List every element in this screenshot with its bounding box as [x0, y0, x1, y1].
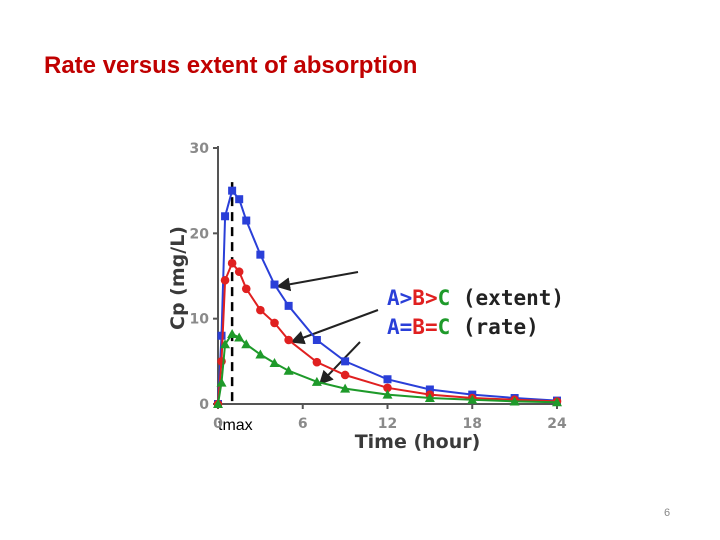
data-point: [220, 339, 231, 349]
data-point: [341, 357, 350, 366]
y-tick-label: 30: [190, 141, 210, 157]
data-point: [270, 318, 279, 328]
data-point: [234, 267, 244, 277]
data-point: [340, 370, 350, 380]
x-tick-label: 6: [298, 416, 308, 432]
y-axis-label: Cp (mg/L): [167, 226, 189, 330]
data-point: [312, 336, 321, 344]
series-group: [213, 186, 562, 409]
labels: 0 10 20 30 0 6 12 18 24 Time (hour) Cp (mg/L): [167, 141, 567, 453]
data-point: [283, 365, 294, 375]
data-point: [552, 397, 562, 407]
data-point: [311, 376, 322, 386]
data-point: [256, 305, 265, 315]
x-axis-label: Time (hour): [355, 431, 481, 453]
series-C-line: [217, 332, 558, 405]
data-point: [269, 358, 280, 368]
data-point: [340, 383, 351, 393]
slide-number: 6: [664, 507, 671, 519]
annotation-rate: A=B=C (rate): [387, 315, 539, 339]
data-point: [227, 258, 237, 268]
series-A: [214, 186, 561, 408]
tmax-label: tmax: [218, 417, 253, 434]
data-point: [227, 329, 238, 339]
annotation-extent: A>B>C (extent): [387, 286, 564, 310]
series-B-line: [217, 261, 558, 405]
data-point: [242, 216, 251, 225]
x-tick-label: 0: [213, 416, 223, 432]
y-tick-label: 0: [199, 397, 209, 413]
data-point: [256, 250, 265, 259]
annotation-arrow: [318, 341, 361, 385]
data-point: [241, 284, 251, 294]
data-point: [217, 331, 226, 340]
data-point: [284, 335, 293, 345]
data-point: [383, 375, 392, 384]
data-point: [425, 385, 434, 394]
annotation-arrows: [276, 271, 379, 385]
data-point: [270, 280, 279, 289]
data-point: [241, 339, 252, 349]
data-point: [234, 332, 245, 342]
data-point: [424, 393, 435, 403]
x-tick-label: 12: [378, 416, 397, 432]
data-point: [255, 349, 266, 359]
data-point: [382, 389, 393, 399]
y-tick-label: 20: [190, 226, 210, 242]
data-point: [221, 212, 230, 221]
data-point: [235, 195, 244, 204]
data-point: [284, 301, 293, 310]
x-tick-label: 18: [463, 416, 482, 432]
data-point: [228, 186, 237, 195]
annotation-text: A>B>C (extent) A=B=C (rate): [387, 286, 564, 339]
data-point: [312, 357, 322, 367]
slide-title: Rate versus extent of absorption: [44, 52, 418, 79]
data-point: [467, 394, 478, 404]
data-point: [213, 399, 223, 408]
annotation-arrow: [276, 271, 359, 292]
axes: [213, 146, 561, 409]
x-tick-label: 24: [547, 416, 567, 432]
data-point: [509, 396, 520, 406]
data-point: [216, 377, 227, 387]
data-point: [383, 383, 392, 393]
annotation-arrow: [290, 309, 379, 345]
series-C: [213, 329, 562, 408]
series-A-line: [217, 188, 558, 405]
data-point: [220, 275, 230, 285]
tmax-marker: tmax: [218, 182, 253, 434]
y-tick-label: 10: [190, 312, 210, 328]
